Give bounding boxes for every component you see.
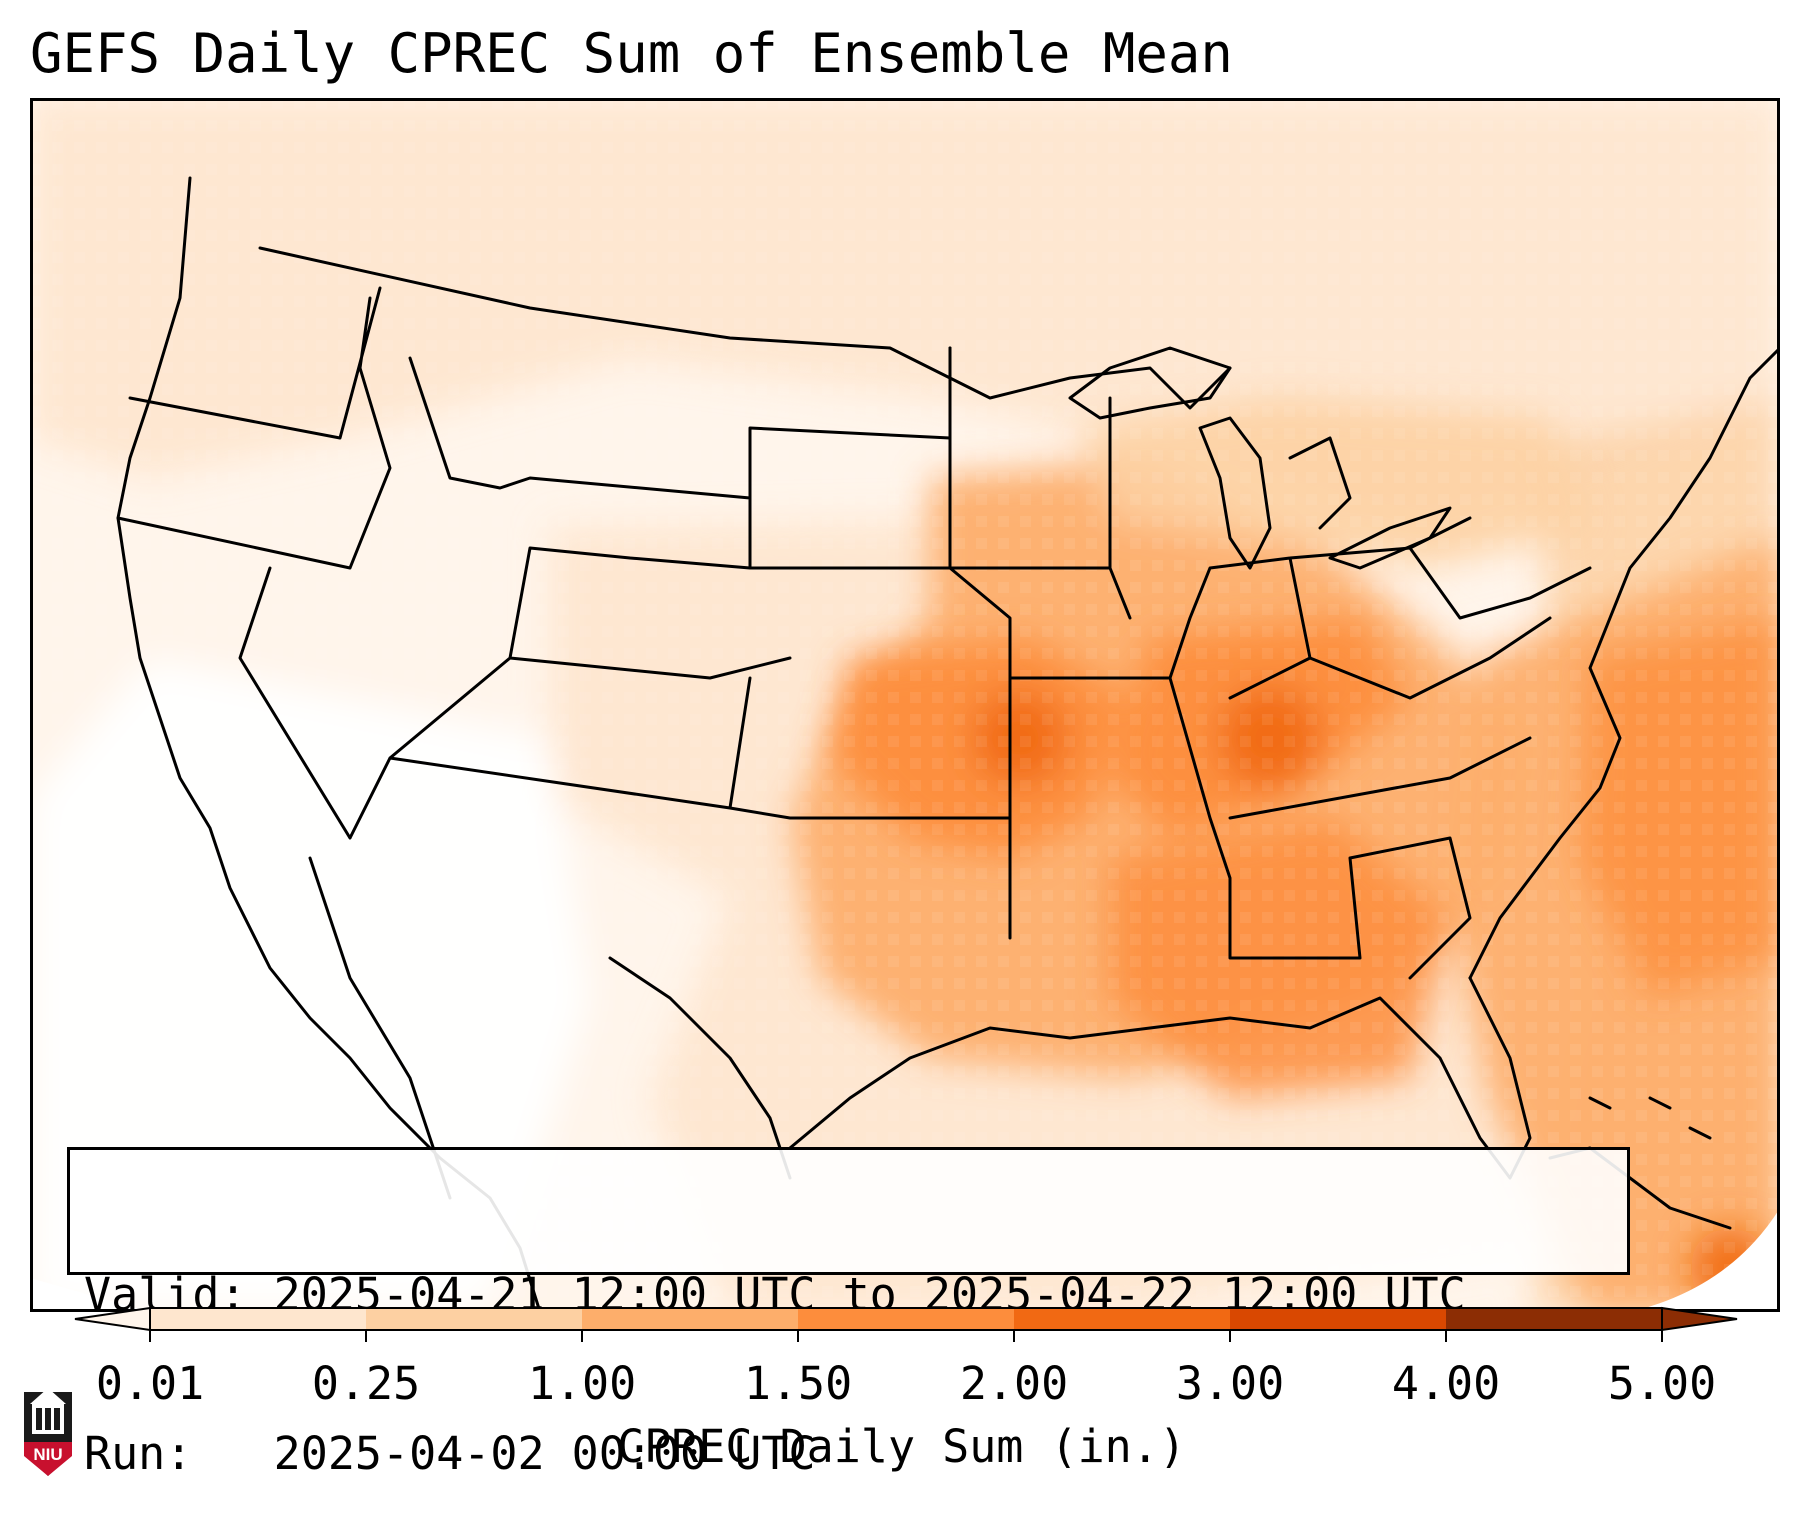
colorbar-segment [1014,1308,1231,1330]
colorbar-segment [1230,1308,1447,1330]
colorbar-label: CPREC Daily Sum (in.) [617,1420,1186,1473]
colorbar-tick-label: 0.25 [311,1357,421,1410]
run-label: Run: [84,1427,193,1480]
validity-info-box: Valid: 2025-04-21 12:00 UTC to 2025-04-2… [67,1147,1630,1480]
domain-edge-lower-right [1630,1208,1780,1312]
map-title: GEFS Daily CPREC Sum of Ensemble Mean [30,22,1233,85]
colorbar-segment [798,1308,1015,1330]
run-line: Run: 2025-04-02 00:00 UTC [84,1427,1613,1480]
lake-superior [1068,346,1232,420]
run-value: 2025-04-02 00:00 UTC [273,1427,816,1480]
lake-huron-erie [1288,436,1452,570]
pixelation-overlay [30,98,1780,1312]
logo-text: NIU [33,1445,63,1464]
colorbar-tick-label: 3.00 [1175,1357,1285,1410]
state-borders-central [948,346,1592,980]
colorbar-segment [150,1308,367,1330]
colorbar-outline [149,1307,1663,1331]
colorbar-tick-label: 4.00 [1391,1357,1501,1410]
niu-logo: NIU [20,1384,76,1478]
colorbar-tick-label: 0.01 [95,1357,205,1410]
domain-edge-lower-left [30,1278,150,1312]
logo-graphic [24,1388,72,1476]
rio-grande-border [608,956,792,1180]
colorbar-segment [1446,1308,1663,1330]
colorbar-tick-label: 1.00 [527,1357,637,1410]
atlantic-coastline [1468,346,1780,980]
caribbean-islands [1548,1096,1732,1230]
colorbar-extend-high [1661,1306,1738,1332]
colorbar-tick-label: 1.50 [743,1357,853,1410]
map-canvas [30,98,1780,1312]
colorbar-tick-label: 2.00 [959,1357,1069,1410]
colorbar-segment [366,1308,583,1330]
precipitation-map [30,98,1780,1312]
colorbar [74,1306,1738,1342]
colorbar-tick-label: 5.00 [1607,1357,1717,1410]
lake-michigan [1198,416,1272,570]
colorbar-extend-low [74,1306,151,1332]
colorbar-segment [582,1308,799,1330]
baja-coastline [308,856,452,1200]
